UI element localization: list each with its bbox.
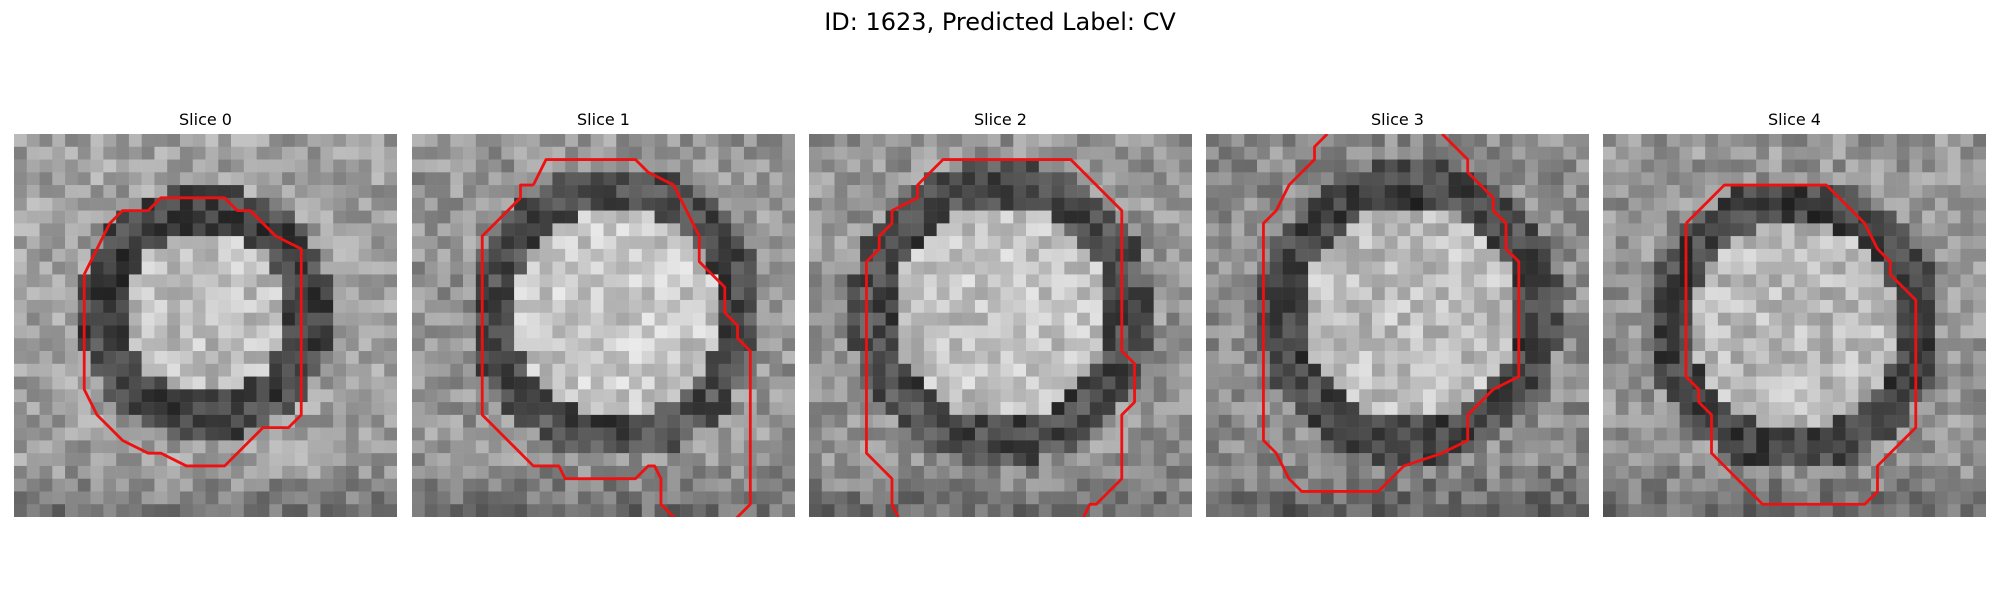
pixel-grid xyxy=(412,134,795,517)
segmentation-contour xyxy=(865,158,1136,517)
pixel-grid xyxy=(1206,134,1589,517)
slice-title: Slice 1 xyxy=(577,110,630,129)
segmentation-contour xyxy=(480,158,752,517)
segmentation-contour xyxy=(1684,183,1918,506)
slice-image xyxy=(412,134,795,517)
pixel-grid xyxy=(14,134,397,517)
segmentation-contour xyxy=(82,196,303,468)
slice-title: Slice 2 xyxy=(974,110,1027,129)
slice-image xyxy=(14,134,397,517)
pixel-grid xyxy=(1603,134,1986,517)
slice-title: Slice 4 xyxy=(1768,110,1821,129)
slice-image xyxy=(1206,134,1589,517)
slice-title: Slice 3 xyxy=(1371,110,1424,129)
figure-title: ID: 1623, Predicted Label: CV xyxy=(824,8,1176,36)
pixel-grid xyxy=(809,134,1192,517)
slice-image xyxy=(1603,134,1986,517)
slice-image xyxy=(809,134,1192,517)
slice-title: Slice 0 xyxy=(179,110,232,129)
segmentation-contour xyxy=(1262,134,1521,493)
